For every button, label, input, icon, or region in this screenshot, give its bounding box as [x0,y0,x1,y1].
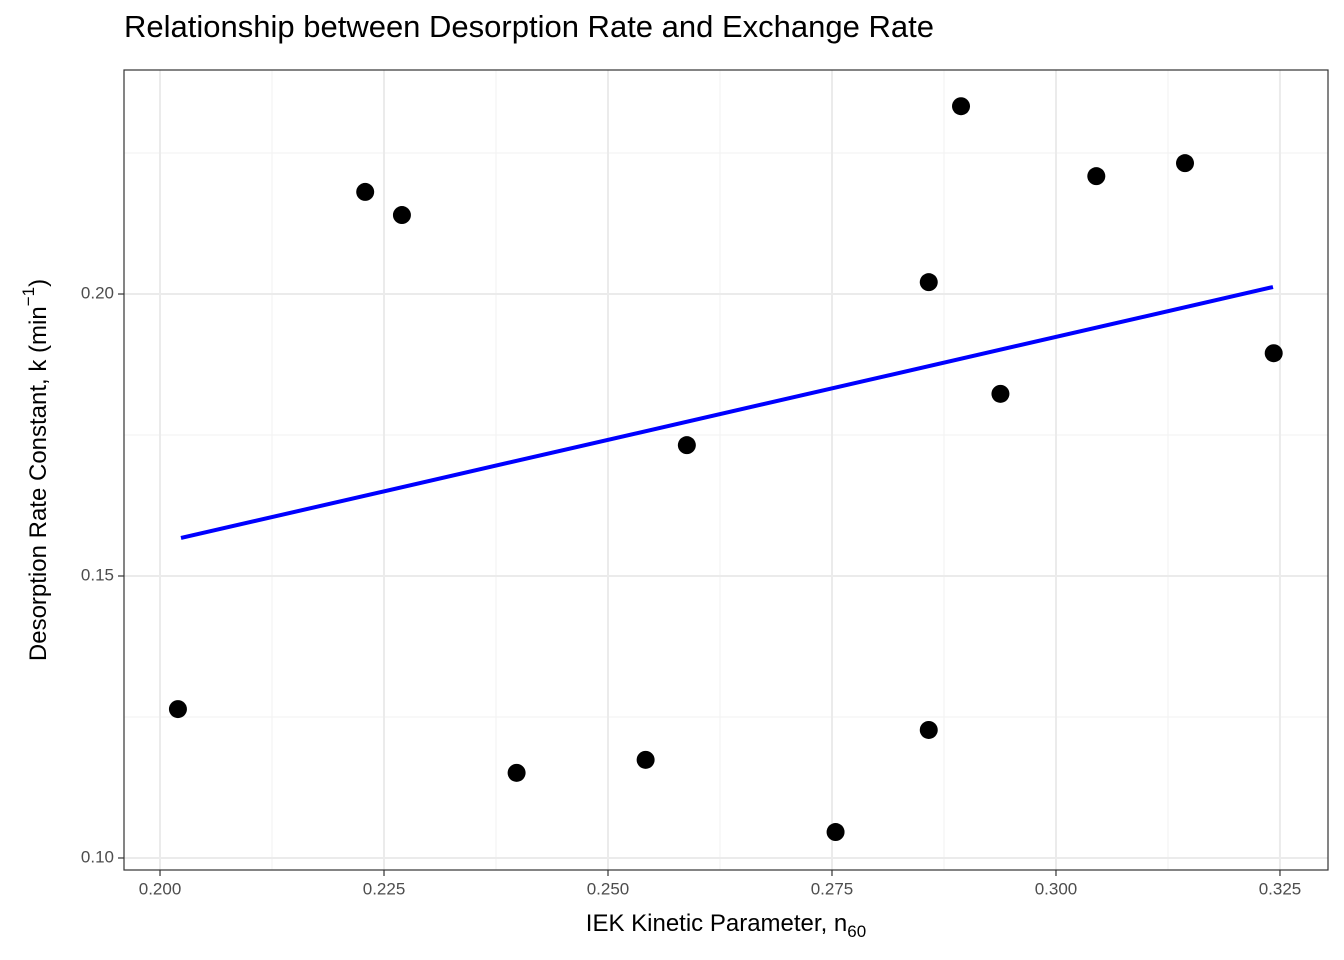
point [507,763,526,782]
point [919,273,938,292]
y-axis-title-close: ) [25,279,52,287]
point [1176,154,1195,173]
trend-line [180,285,1274,540]
point [1264,344,1283,363]
chart-title: Relationship between Desorption Rate and… [124,9,934,44]
x-tick-label: 0.325 [1259,879,1302,898]
x-tick-label: 0.275 [811,879,854,898]
point [991,384,1010,403]
y-tick-label: 0.20 [81,283,114,302]
point [919,720,938,739]
y-tick-label: 0.15 [81,565,114,584]
x-axis-title-sub: 60 [847,922,866,941]
x-tick-label: 0.225 [363,879,406,898]
point [168,700,187,719]
y-axis-title-text: Desorption Rate Constant, k (min [25,306,52,661]
x-axis-title: IEK Kinetic Parameter, n60 [586,910,866,941]
point [952,97,971,116]
x-tick-label: 0.300 [1035,879,1078,898]
x-tick-label: 0.250 [587,879,630,898]
point [826,823,845,842]
point [636,750,655,769]
y-axis-title: Desorption Rate Constant, k (min−1) [19,279,52,661]
point [392,206,411,225]
y-axis-title-sup: −1 [19,287,38,306]
point [677,436,696,455]
x-axis-title-text: IEK Kinetic Parameter, n [586,910,847,937]
panel-border [123,69,1329,871]
plot-area [168,97,1283,842]
point [1087,167,1106,186]
y-tick-label: 0.10 [81,847,114,866]
point [356,182,375,201]
x-tick-label: 0.200 [139,879,182,898]
grid [124,70,1328,870]
